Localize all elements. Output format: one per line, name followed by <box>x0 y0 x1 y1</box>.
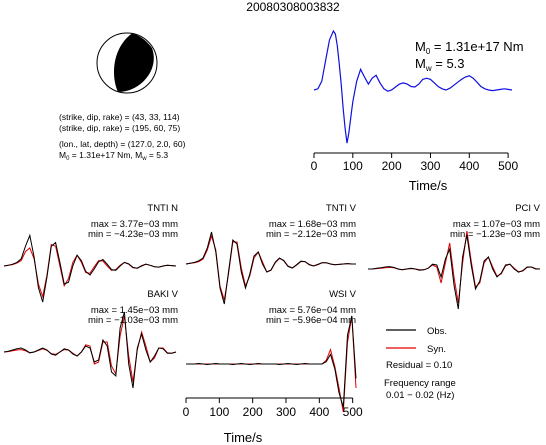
min-amplitude-label: min = −4.23e−03 mm <box>88 229 178 240</box>
stf-tick-label: 200 <box>382 159 402 173</box>
wsi-tick-label: 400 <box>309 405 329 419</box>
wsi-tick-label: 300 <box>276 405 296 419</box>
stf-tick-label: 400 <box>459 159 479 173</box>
station-label: TNTI N <box>147 203 178 214</box>
wsi-tick-label: 100 <box>209 405 229 419</box>
mechanism-moment: M0 = 1.31e+17 Nm, Mw = 5.3 <box>59 150 168 162</box>
max-amplitude-label: max = 5.76e−04 mm <box>269 305 356 316</box>
observed-trace <box>186 315 357 408</box>
figure-title: 20080308003832 <box>246 0 340 14</box>
station-label: BAKI V <box>147 289 178 300</box>
wsi-tick-label: 200 <box>243 405 263 419</box>
wsi-tick-label: 0 <box>183 405 190 419</box>
observed-trace <box>368 234 540 310</box>
wsi-xlabel: Time/s <box>224 430 263 445</box>
legend-syn-label: Syn. <box>427 344 446 355</box>
min-amplitude-label: min = −2.12e−03 mm <box>266 229 356 240</box>
stf-tick-label: 0 <box>311 159 318 173</box>
legend: Obs. Syn. Residual = 0.10 Frequency rang… <box>384 326 456 401</box>
stf-plot: 0 100 200 300 400 500 M0 = 1.31e+17 Nm Mw = 5… <box>311 29 524 193</box>
max-amplitude-label: max = 1.45e−03 mm <box>91 305 178 316</box>
stf-x-axis: 0 100 200 300 400 500 <box>311 152 518 173</box>
station-label: WSI V <box>329 289 357 300</box>
observed-trace <box>185 231 356 305</box>
wsi-x-axis: 0 100 200 300 400 500 <box>183 397 363 419</box>
stf-tick-label: 300 <box>420 159 440 173</box>
stf-tick-label: 500 <box>498 159 518 173</box>
legend-obs-label: Obs. <box>427 326 447 337</box>
mechanism-line-1: (strike, dip, rake) = (43, 33, 114) <box>59 112 180 122</box>
max-amplitude-label: max = 1.07e−03 mm <box>453 219 540 230</box>
station-label: PCI V <box>515 203 540 214</box>
min-amplitude-label: min = −1.23e−03 mm <box>450 229 540 240</box>
beachball-icon <box>96 32 158 94</box>
frequency-range: 0.01 − 0.02 (Hz) <box>386 390 454 401</box>
min-amplitude-label: min = −5.96e−04 mm <box>266 315 356 326</box>
residual-label: Residual = 0.10 <box>386 360 452 371</box>
observed-trace <box>3 233 177 303</box>
wsi-tick-label: 500 <box>343 405 363 419</box>
frequency-title: Frequency range <box>384 378 456 389</box>
max-amplitude-label: max = 3.77e−03 mm <box>91 219 178 230</box>
mechanism-line-3: (lon., lat, depth) = (127.0, 2.0, 60) <box>59 139 186 149</box>
min-amplitude-label: min = −1.03e−03 mm <box>88 315 178 326</box>
stf-moment-label: M0 = 1.31e+17 Nm <box>415 39 524 56</box>
stf-xlabel: Time/s <box>409 178 448 193</box>
max-amplitude-label: max = 1.68e−03 mm <box>269 219 356 230</box>
station-label: TNTI V <box>326 203 357 214</box>
mechanism-line-2: (strike, dip, rake) = (195, 60, 75) <box>59 123 180 133</box>
stf-series-line <box>313 29 513 144</box>
stf-tick-label: 100 <box>343 159 363 173</box>
observed-trace <box>3 311 177 389</box>
stf-magnitude-label: Mw = 5.3 <box>415 56 465 73</box>
